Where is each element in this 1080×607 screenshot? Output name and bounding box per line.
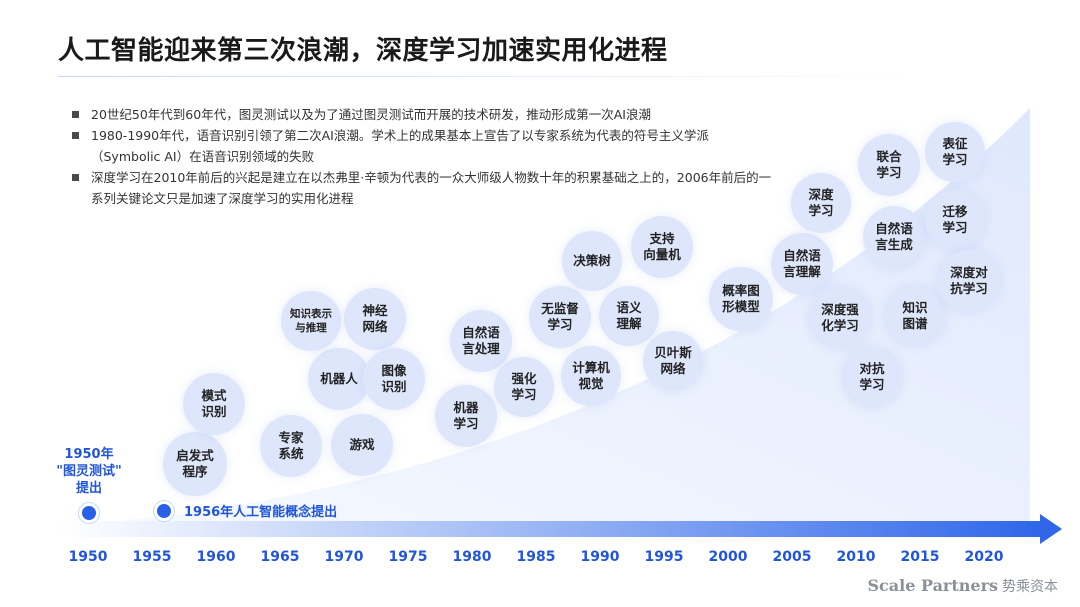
bullet-item: 深度学习在2010年前后的兴起是建立在以杰弗里·辛顿为代表的一众大师级人物数十年… bbox=[72, 167, 772, 209]
tech-bubble: 自然语 言理解 bbox=[771, 233, 833, 295]
tech-bubble: 计算机 视觉 bbox=[561, 346, 621, 406]
tech-bubble: 启发式 程序 bbox=[163, 432, 227, 496]
tech-bubble: 深度对 抗学习 bbox=[938, 250, 1000, 312]
year-label: 2000 bbox=[708, 549, 748, 565]
tech-bubble: 表征 学习 bbox=[925, 122, 985, 182]
tech-bubble: 语义 理解 bbox=[599, 286, 659, 346]
brand-name-en: Scale Partners bbox=[867, 576, 998, 595]
year-label: 2005 bbox=[772, 549, 812, 565]
tech-bubble: 自然语 言处理 bbox=[450, 310, 512, 372]
tech-bubble: 深度 学习 bbox=[791, 173, 851, 233]
tech-bubble: 机器人 bbox=[308, 348, 370, 410]
year-label: 1950 bbox=[68, 549, 108, 565]
year-label: 2010 bbox=[836, 549, 876, 565]
year-label: 1970 bbox=[324, 549, 364, 565]
tech-bubble: 深度强 化学习 bbox=[809, 287, 871, 349]
tech-bubble: 机器 学习 bbox=[435, 385, 497, 447]
year-label: 1985 bbox=[516, 549, 556, 565]
timeline-arrow-icon bbox=[1040, 514, 1062, 544]
bullet-item: 1980-1990年代，语音识别引领了第二次AI浪潮。学术上的成果基本上宣告了以… bbox=[72, 125, 772, 167]
tech-bubble: 自然语 言生成 bbox=[863, 206, 925, 268]
tech-bubble: 对抗 学习 bbox=[842, 347, 902, 407]
year-label: 2015 bbox=[900, 549, 940, 565]
year-label: 1995 bbox=[644, 549, 684, 565]
year-label: 1975 bbox=[388, 549, 428, 565]
tech-bubble: 迁移 学习 bbox=[925, 190, 985, 250]
event-dot-1950 bbox=[79, 503, 99, 523]
tech-bubble: 知识表示 与推理 bbox=[281, 291, 341, 351]
page-title: 人工智能迎来第三次浪潮，深度学习加速实用化进程 bbox=[58, 36, 668, 66]
tech-bubble: 无监督 学习 bbox=[529, 286, 591, 348]
event-label-1950: 1950年 "图灵测试" 提出 bbox=[56, 447, 122, 496]
tech-bubble: 知识 图谱 bbox=[885, 286, 945, 346]
brand-logo: Scale Partners 势乘资本 bbox=[867, 576, 1058, 596]
bullet-item: 20世纪50年代到60年代，图灵测试以及为了通过图灵测试而开展的技术研发，推动形… bbox=[72, 104, 772, 125]
event-dot-1956 bbox=[154, 501, 174, 521]
year-label: 1960 bbox=[196, 549, 236, 565]
year-label: 1955 bbox=[132, 549, 172, 565]
tech-bubble: 联合 学习 bbox=[858, 134, 920, 196]
year-label: 1965 bbox=[260, 549, 300, 565]
tech-bubble: 游戏 bbox=[331, 414, 393, 476]
tech-bubble: 强化 学习 bbox=[494, 357, 554, 417]
year-label: 1990 bbox=[580, 549, 620, 565]
title-divider bbox=[58, 76, 938, 77]
curve-fill bbox=[60, 108, 1030, 528]
tech-bubble: 支持 向量机 bbox=[631, 216, 693, 278]
tech-bubble: 决策树 bbox=[562, 231, 622, 291]
timeline-axis bbox=[60, 521, 1042, 537]
tech-bubble: 神经 网络 bbox=[344, 288, 406, 350]
event-label-1956: 1956年人工智能概念提出 bbox=[184, 505, 338, 520]
bullet-list: 20世纪50年代到60年代，图灵测试以及为了通过图灵测试而开展的技术研发，推动形… bbox=[72, 104, 772, 209]
brand-name-cn: 势乘资本 bbox=[1002, 579, 1058, 595]
tech-bubble: 专家 系统 bbox=[260, 415, 322, 477]
tech-bubble: 概率图 形模型 bbox=[709, 267, 773, 331]
tech-bubble: 模式 识别 bbox=[183, 373, 245, 435]
year-label: 2020 bbox=[964, 549, 1004, 565]
tech-bubble: 图像 识别 bbox=[363, 348, 425, 410]
tech-bubble: 贝叶斯 网络 bbox=[643, 331, 703, 391]
year-label: 1980 bbox=[452, 549, 492, 565]
